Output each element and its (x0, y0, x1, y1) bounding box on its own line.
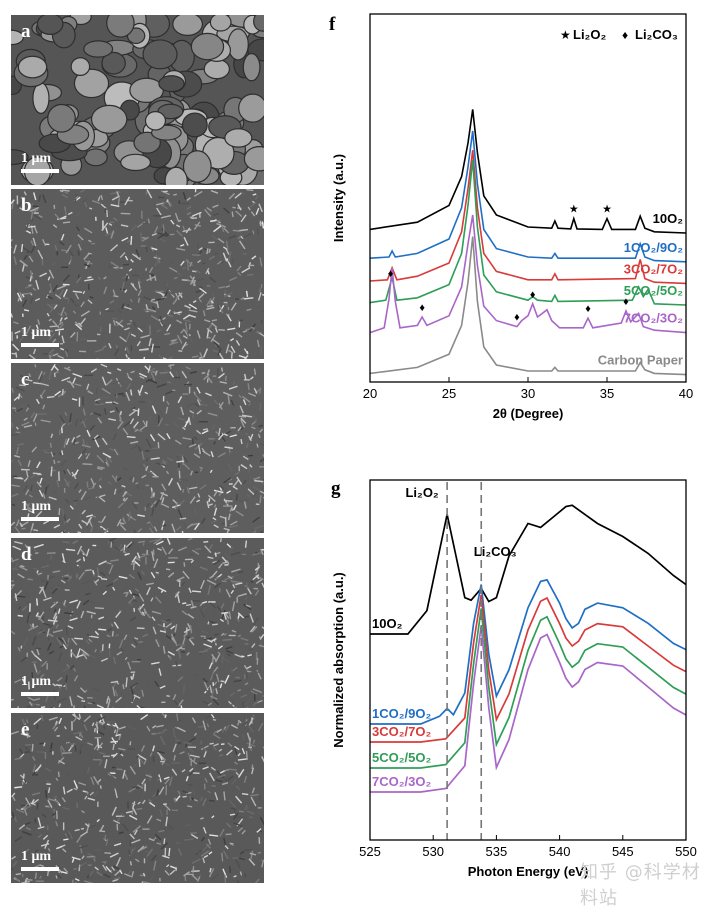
x-tick-label: 550 (675, 844, 697, 859)
watermark: 知乎 @科学材料站 (580, 858, 717, 910)
series-label: 1CO₂/9O₂ (372, 706, 431, 721)
x-tick-label: 525 (359, 844, 381, 859)
y-axis-label: Normalized absorption (a.u.) (331, 572, 346, 748)
series-label: 7CO₂/3O₂ (372, 774, 431, 789)
x-axis-label: Photon Energy (eV) (468, 864, 589, 879)
x-tick-label: 530 (422, 844, 444, 859)
series-label: 10O₂ (372, 616, 403, 631)
x-tick-label: 540 (549, 844, 571, 859)
x-tick-label: 535 (486, 844, 508, 859)
x-tick-label: 545 (612, 844, 634, 859)
series-label: 5CO₂/5O₂ (372, 750, 431, 765)
annotation-label: Li₂O₂ (405, 485, 438, 500)
annotation-label: Li₂CO₃ (474, 544, 517, 559)
series-line (370, 505, 686, 634)
series-label: 3CO₂/7O₂ (372, 724, 431, 739)
